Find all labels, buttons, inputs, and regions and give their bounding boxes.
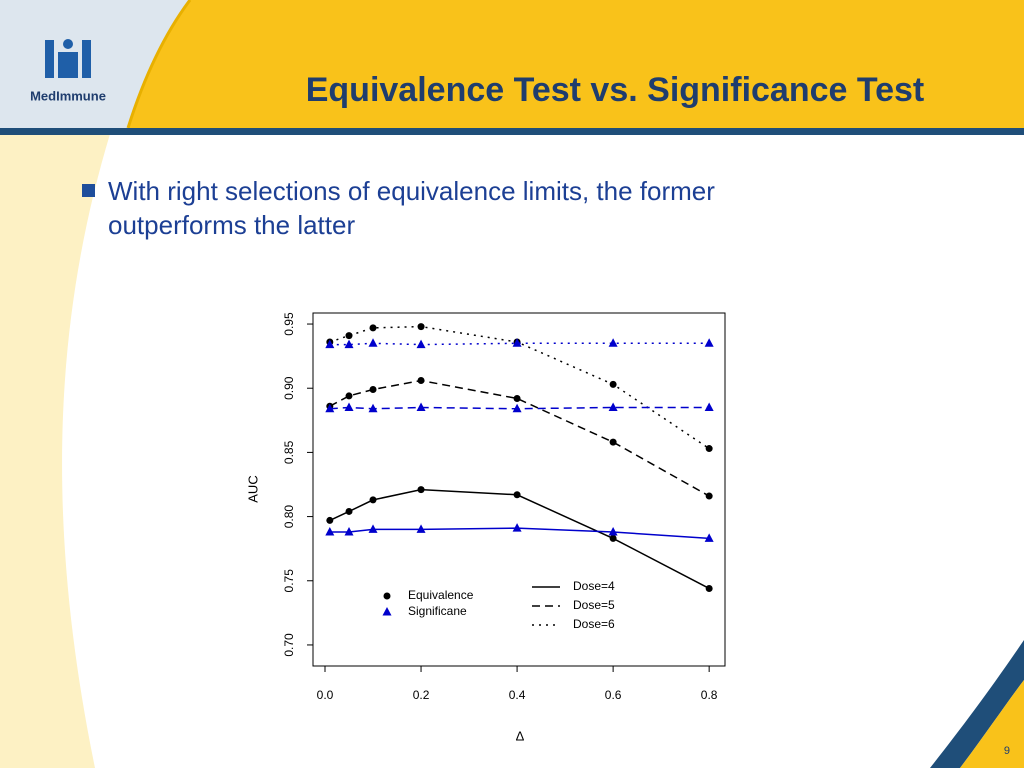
- legend-label: Dose=4: [573, 579, 615, 593]
- data-point: [704, 402, 714, 411]
- bullet-text: With right selections of equivalence lim…: [108, 176, 715, 240]
- x-axis-label: Δ: [516, 728, 525, 743]
- data-point: [416, 402, 426, 411]
- data-point: [344, 402, 354, 411]
- legend-label: Equivalence: [408, 588, 474, 602]
- page-number: 9: [1004, 745, 1010, 757]
- data-point: [368, 524, 378, 533]
- data-point: [417, 323, 425, 331]
- logo-icon: [45, 39, 91, 78]
- data-point: [325, 526, 335, 536]
- y-tick-label: 0.85: [282, 440, 296, 464]
- slide-title: Equivalence Test vs. Significance Test: [306, 71, 925, 109]
- data-point: [705, 445, 713, 453]
- legend-marker: [383, 592, 391, 600]
- legend-marker: [382, 607, 392, 616]
- legend-label: Significane: [408, 604, 467, 618]
- header-curve: [126, 0, 192, 129]
- y-axis-label: AUC: [245, 475, 260, 502]
- bullet-box: With right selections of equivalence lim…: [108, 176, 715, 240]
- y-tick-label: 0.75: [282, 569, 296, 593]
- x-tick-label: 0.2: [413, 688, 430, 702]
- data-point: [512, 523, 522, 532]
- data-point: [609, 438, 617, 446]
- data-point: [705, 584, 713, 592]
- data-point: [326, 516, 334, 524]
- data-point: [704, 338, 714, 347]
- y-tick-label: 0.95: [282, 312, 296, 336]
- x-tick-label: 0.8: [701, 688, 718, 702]
- data-point: [368, 338, 378, 347]
- data-point: [417, 486, 425, 494]
- logo-text: MedImmune: [30, 88, 106, 103]
- y-tick-label: 0.80: [282, 505, 296, 529]
- corner-fill: [960, 680, 1024, 768]
- legend-label: Dose=6: [573, 617, 615, 631]
- data-point: [344, 339, 354, 349]
- left-sweep: [0, 134, 110, 768]
- data-point: [369, 386, 377, 394]
- data-point: [369, 324, 377, 332]
- data-point: [705, 492, 713, 500]
- data-point: [345, 392, 353, 400]
- data-point: [344, 526, 354, 536]
- data-point: [416, 524, 426, 533]
- data-point: [416, 339, 426, 349]
- x-tick-label: 0.4: [509, 688, 526, 702]
- data-point: [513, 394, 521, 402]
- data-point: [608, 526, 618, 536]
- data-point: [417, 377, 425, 385]
- y-tick-label: 0.90: [282, 376, 296, 400]
- data-point: [704, 533, 714, 542]
- data-point: [608, 402, 618, 411]
- x-tick-label: 0.0: [317, 688, 334, 702]
- data-point: [325, 403, 335, 413]
- bullet-marker: [82, 184, 95, 197]
- data-point: [368, 403, 378, 413]
- data-point: [513, 491, 521, 499]
- data-point: [369, 496, 377, 504]
- data-point: [512, 338, 522, 347]
- plot-frame: [312, 312, 726, 667]
- y-tick-label: 0.70: [282, 633, 296, 657]
- x-tick-label: 0.6: [605, 688, 622, 702]
- legend-label: Dose=5: [573, 598, 615, 612]
- data-point: [512, 403, 522, 413]
- data-point: [345, 332, 353, 340]
- header-rule: [0, 128, 1024, 135]
- data-point: [609, 534, 617, 542]
- data-point: [325, 339, 335, 349]
- data-point: [345, 507, 353, 515]
- data-point: [609, 380, 617, 388]
- corner-swoosh: [930, 640, 1024, 768]
- logo-area: [0, 0, 190, 128]
- data-point: [608, 338, 618, 347]
